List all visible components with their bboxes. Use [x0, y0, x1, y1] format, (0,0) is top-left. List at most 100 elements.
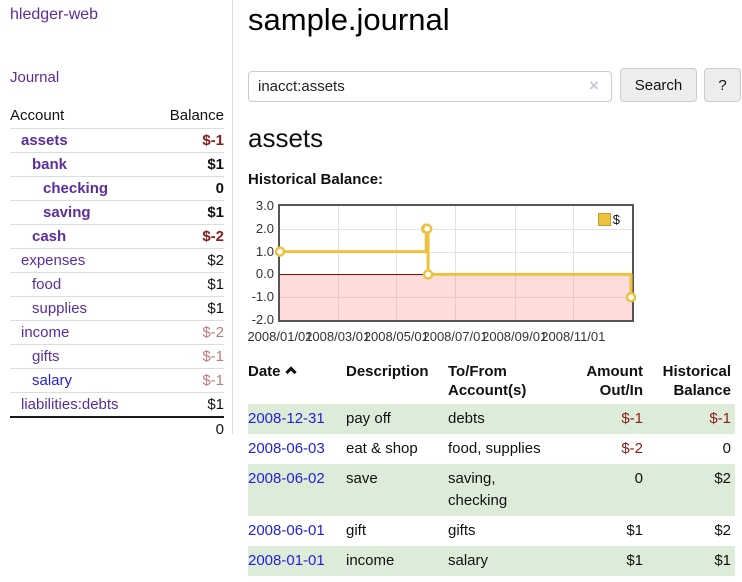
transactions-table-header: Date Description To/From Account(s) Amou…	[248, 360, 735, 404]
app-title-link[interactable]: hledger-web	[10, 6, 99, 23]
gridline	[280, 251, 632, 253]
data-point-marker	[422, 269, 434, 280]
transaction-row: 2008-01-01 income salary $1 $1	[248, 546, 735, 576]
amount-column-header: Amount Out/In	[586, 363, 643, 399]
sidebar-account-link-expenses[interactable]: expenses	[21, 251, 86, 269]
account-row: income $-2	[10, 320, 224, 345]
transaction-accounts: saving, checking	[448, 464, 550, 516]
balance-column-header: Balance	[152, 104, 224, 129]
account-row: salary $-1	[10, 368, 224, 393]
transaction-amount: $1	[626, 522, 643, 539]
account-row: saving $1	[10, 200, 224, 225]
help-button[interactable]: ?	[704, 68, 741, 102]
account-balance: $-1	[152, 128, 224, 153]
search-button[interactable]: Search	[620, 68, 697, 102]
account-balance: $-2	[152, 224, 224, 249]
page-title: sample.journal	[248, 2, 450, 37]
gridline	[455, 206, 457, 320]
account-balance: $1	[152, 152, 224, 177]
transaction-balance: $1	[643, 546, 735, 576]
main-content: sample.journal × Search ? assets Histori…	[247, 0, 742, 582]
accounts-total-spacer	[10, 415, 153, 441]
transaction-date-link[interactable]: 2008-06-01	[248, 522, 325, 539]
x-axis-tick-label: 2008/07/01	[422, 329, 488, 344]
search-form: × Search ?	[248, 68, 742, 102]
x-axis-tick-label: 2008/01/01	[247, 329, 313, 344]
search-input[interactable]	[248, 71, 612, 102]
transaction-date-link[interactable]: 2008-06-03	[248, 440, 325, 457]
transaction-description: income	[346, 546, 448, 576]
account-balance: $1	[152, 200, 224, 225]
account-balance: 0	[152, 176, 224, 201]
sidebar-account-link-income[interactable]: income	[21, 323, 70, 341]
legend-label: $	[612, 212, 620, 227]
historical-balance-chart: $ 3.0 2.0 1.0 0.0 -1.0 -2.0 2008/01/01 2008/03…	[247, 198, 668, 346]
transaction-description: save	[346, 464, 448, 516]
transaction-row: 2008-06-02 save saving, checking 0 $2	[248, 464, 735, 516]
sidebar-account-link-assets[interactable]: assets	[21, 131, 68, 149]
accounts-total-value: 0	[152, 415, 224, 441]
negative-region	[280, 274, 632, 320]
sidebar-account-link-saving[interactable]: saving	[43, 203, 91, 221]
transaction-balance: $-1	[643, 404, 735, 434]
account-row: assets $-1	[10, 128, 224, 153]
transaction-accounts: salary	[448, 546, 550, 576]
chart-title: Historical Balance:	[248, 171, 384, 188]
account-row: supplies $1	[10, 296, 224, 321]
account-row: checking 0	[10, 176, 224, 201]
account-balance: $-1	[152, 368, 224, 393]
gridline	[280, 297, 632, 299]
historical-balance-column-header: Historical Balance	[662, 363, 731, 399]
transaction-amount: $1	[550, 546, 643, 576]
y-axis-tick-label: -1.0	[251, 289, 274, 305]
account-balance: $-2	[152, 320, 224, 345]
sidebar-account-link-salary[interactable]: salary	[32, 371, 73, 389]
account-balance: $1	[152, 272, 224, 297]
transaction-amount: 0	[550, 464, 643, 516]
sidebar-account-link-supplies[interactable]: supplies	[32, 299, 88, 317]
sidebar-account-link-bank[interactable]: bank	[32, 155, 68, 173]
sidebar-account-link-gifts[interactable]: gifts	[32, 347, 60, 365]
y-axis-tick-label: 1.0	[255, 243, 274, 259]
account-row: cash $-2	[10, 224, 224, 249]
sidebar-account-link-cash[interactable]: cash	[32, 227, 67, 245]
transaction-row: 2008-06-03 eat & shop food, supplies $-2 0	[248, 434, 735, 464]
description-column-header: Description	[346, 363, 429, 380]
account-balance: $1	[152, 392, 224, 417]
data-point-marker	[274, 246, 286, 257]
sidebar-account-link-liabilities-debts[interactable]: liabilities:debts	[21, 395, 119, 413]
transaction-date-link[interactable]: 2008-12-31	[248, 410, 325, 427]
sidebar-item-journal[interactable]: Journal	[10, 69, 60, 86]
gridline	[280, 228, 632, 230]
account-row: expenses $2	[10, 248, 224, 273]
transaction-balance: $2	[643, 464, 735, 516]
x-axis-tick-label: 2008/03/01	[305, 329, 371, 344]
sidebar-account-link-food[interactable]: food	[32, 275, 62, 293]
account-row: food $1	[10, 272, 224, 297]
transaction-date-link[interactable]: 2008-01-01	[248, 552, 325, 569]
transaction-accounts: debts	[448, 404, 550, 434]
y-axis-tick-label: 0.0	[255, 266, 274, 282]
gridline	[573, 206, 575, 320]
clear-search-icon[interactable]: ×	[589, 76, 599, 95]
gridline	[396, 206, 398, 320]
accounts-total-row: 0	[10, 415, 224, 441]
transaction-accounts: food, supplies	[448, 440, 541, 457]
data-point-marker	[625, 291, 637, 303]
sidebar-account-link-checking[interactable]: checking	[43, 179, 109, 197]
account-row: liabilities:debts $1	[10, 392, 224, 417]
legend-swatch-icon	[597, 213, 611, 226]
transaction-description: gift	[346, 522, 367, 539]
date-column-header[interactable]: Date	[248, 360, 346, 404]
account-column-header: Account	[10, 104, 153, 129]
transaction-accounts: gifts	[448, 522, 476, 539]
gridline	[337, 206, 339, 320]
x-axis-tick-label: 2008/11/01	[541, 329, 606, 344]
gridline	[514, 206, 516, 320]
transaction-description: pay off	[346, 404, 448, 434]
data-point-marker	[421, 223, 433, 235]
sidebar: hledger-web Journal Account Balance asse…	[0, 0, 233, 441]
transaction-date-link[interactable]: 2008-06-02	[248, 470, 325, 487]
transaction-row: 2008-06-01 gift gifts $1 $2	[248, 516, 735, 546]
y-axis-tick-label: -2.0	[251, 312, 274, 327]
